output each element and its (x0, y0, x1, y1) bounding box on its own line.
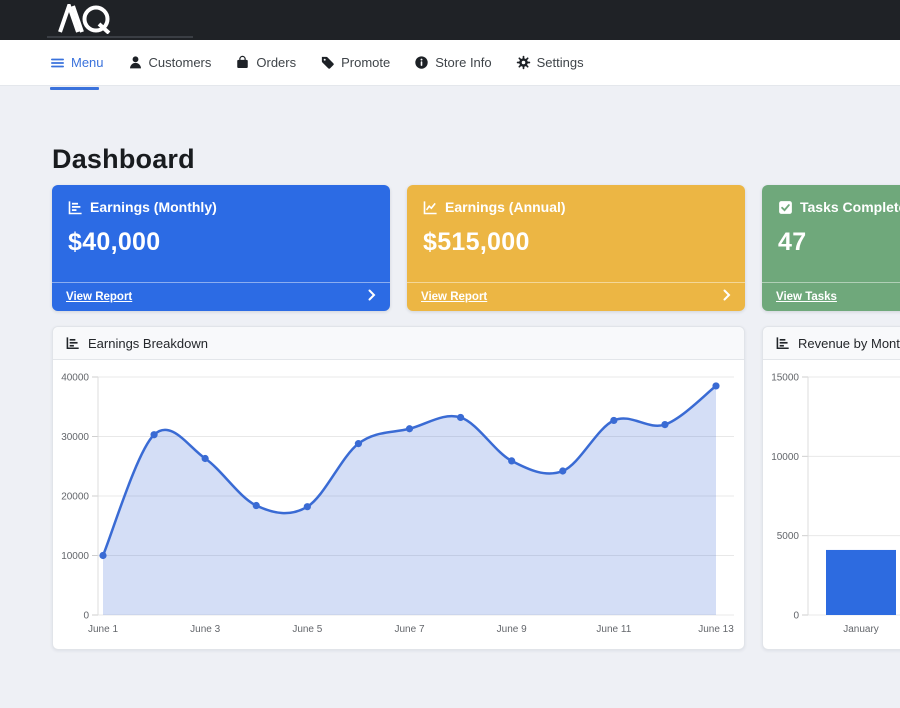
person-icon (128, 55, 143, 70)
nav-item-label: Store Info (435, 55, 492, 70)
aq-logo-icon (58, 4, 111, 34)
svg-text:5000: 5000 (777, 531, 800, 542)
svg-text:June 9: June 9 (497, 624, 527, 635)
svg-text:40000: 40000 (61, 373, 89, 384)
line-chart-icon (423, 200, 438, 215)
view-report-link[interactable]: View Report (421, 291, 488, 303)
svg-text:10000: 10000 (771, 452, 799, 463)
revenue-by-month-chart: 0 5000 10000 15000 January (771, 373, 900, 635)
view-tasks-link[interactable]: View Tasks (776, 291, 837, 303)
nav-item-label: Orders (256, 55, 297, 70)
bar-chart-icon (776, 336, 790, 350)
bar-chart-icon (66, 336, 80, 350)
nav-item-settings[interactable]: Settings (516, 55, 584, 70)
svg-text:June 13: June 13 (698, 624, 734, 635)
check-square-icon (778, 200, 793, 215)
nav-item-menu[interactable]: Menu (50, 55, 104, 70)
stat-card-value: $515,000 (423, 228, 530, 256)
nav-item-label: Promote (341, 55, 391, 70)
nav-item-label: Settings (536, 55, 584, 70)
svg-text:June 1: June 1 (88, 624, 118, 635)
stat-card-title: Earnings (Monthly) (90, 199, 217, 215)
chevron-right-icon (368, 288, 376, 306)
nav-item-store-info[interactable]: Store Info (414, 55, 492, 70)
stat-card-earnings-monthly: Earnings (Monthly) $40,000 View Report (52, 185, 390, 311)
svg-text:20000: 20000 (61, 492, 89, 503)
nav-item-label: Menu (71, 55, 104, 70)
svg-text:10000: 10000 (61, 551, 89, 562)
stat-card-tasks-completed: Tasks Completed 47 View Tasks (762, 185, 900, 311)
stat-card-title: Tasks Completed (800, 199, 900, 215)
page-title: Dashboard (52, 144, 195, 174)
earnings-breakdown-card: Earnings Breakdown 0 10000 20000 30000 40000… (52, 326, 745, 650)
svg-text:June 7: June 7 (394, 624, 424, 635)
chart-card-header: Earnings Breakdown (53, 327, 744, 360)
app-logo[interactable] (46, 4, 130, 34)
stat-card-value: 47 (778, 228, 807, 256)
svg-text:0: 0 (83, 611, 89, 622)
info-icon (414, 55, 429, 70)
svg-text:0: 0 (793, 611, 799, 622)
chart-title: Revenue by Month (798, 335, 900, 351)
bag-icon (235, 55, 250, 70)
nav-item-orders[interactable]: Orders (235, 55, 296, 70)
topbar (0, 0, 900, 40)
stat-card-value: $40,000 (68, 228, 161, 256)
charts-row: Earnings Breakdown 0 10000 20000 30000 40000… (52, 326, 900, 650)
stat-card-footer: View Report (52, 282, 390, 311)
earnings-breakdown-chart: 0 10000 20000 30000 40000 June 1 June 3 June 5 J… (61, 373, 734, 636)
main-content: Dashboard Earnings (Monthly) $40,000 Vie… (0, 86, 900, 650)
bar-chart-icon (68, 200, 83, 215)
svg-text:June 3: June 3 (190, 624, 220, 635)
chart-card-header: Revenue by Month (763, 327, 900, 360)
chart-title: Earnings Breakdown (88, 335, 208, 351)
gear-icon (516, 55, 531, 70)
chevron-right-icon (723, 288, 731, 306)
nav-item-customers[interactable]: Customers (128, 55, 212, 70)
logo-underline (47, 36, 193, 38)
svg-text:15000: 15000 (771, 373, 799, 384)
stat-card-title: Earnings (Annual) (445, 199, 566, 215)
stat-card-footer: View Tasks (762, 282, 900, 311)
svg-text:30000: 30000 (61, 432, 89, 443)
hamburger-icon (50, 56, 65, 70)
nav-item-promote[interactable]: Promote (320, 55, 390, 70)
stat-card-earnings-annual: Earnings (Annual) $515,000 View Report (407, 185, 745, 311)
nav-item-label: Customers (148, 55, 212, 70)
svg-text:June 11: June 11 (596, 624, 631, 635)
active-tab-underline (50, 87, 99, 90)
svg-text:January: January (843, 624, 879, 635)
stat-cards-row: Earnings (Monthly) $40,000 View Report E… (52, 185, 900, 311)
main-nav: Menu Customers Orders Promote Store Info… (0, 40, 900, 90)
tag-icon (320, 55, 335, 70)
svg-text:June 5: June 5 (292, 624, 322, 635)
stat-card-footer: View Report (407, 282, 745, 311)
revenue-by-month-card: Revenue by Month 0 5000 10000 15000 January (762, 326, 900, 650)
view-report-link[interactable]: View Report (66, 291, 133, 303)
